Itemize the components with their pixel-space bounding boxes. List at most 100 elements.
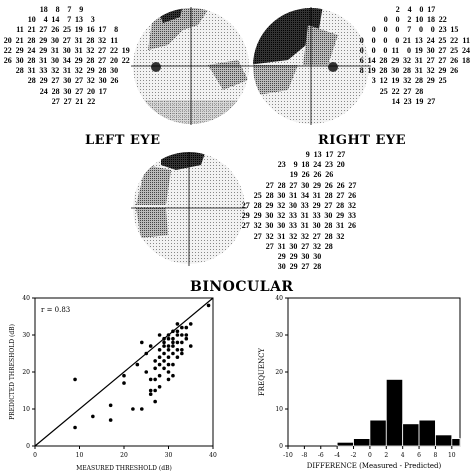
- threshold-value: 33: [288, 221, 297, 231]
- threshold-value: 29: [391, 55, 400, 65]
- threshold-value: 3: [90, 15, 95, 25]
- threshold-value: 29: [39, 35, 48, 45]
- threshold-value: 11: [391, 45, 400, 55]
- data-point: [162, 340, 166, 345]
- data-point: [162, 359, 166, 363]
- threshold-value: 32: [312, 241, 321, 251]
- grid-row: 0 0 0 0 21 13 24 25 22 11: [352, 36, 474, 46]
- threshold-value: 0: [406, 45, 411, 55]
- threshold-value: 29: [241, 211, 250, 221]
- threshold-value: 30: [265, 221, 274, 231]
- grid-row: 27 31 30 27 32 28: [238, 242, 356, 252]
- threshold-value: 0: [371, 25, 376, 35]
- threshold-value: 4: [43, 15, 48, 25]
- threshold-value: 27: [98, 45, 107, 55]
- grid-row: 0 0 0 7 0 0 23 15: [352, 25, 474, 35]
- threshold-value: 7: [407, 25, 412, 35]
- grid-row: 2 4 0 17: [352, 5, 474, 15]
- right-eye-label: RIGHT EYE: [318, 133, 407, 148]
- threshold-value: 28: [324, 241, 333, 251]
- data-point: [171, 329, 175, 334]
- threshold-value: 20: [336, 160, 345, 170]
- threshold-value: 33: [347, 211, 356, 221]
- y-tick-label: 40: [275, 295, 283, 302]
- threshold-value: 26: [325, 170, 334, 180]
- threshold-value: 0: [395, 15, 400, 25]
- threshold-value: 29: [289, 262, 298, 272]
- grid-row: 27 32 30 30 33 31 30 28 31 26: [238, 221, 356, 231]
- histogram-bar: [451, 438, 461, 447]
- threshold-value: 27: [301, 262, 310, 272]
- threshold-value: 28: [27, 76, 36, 86]
- x-tick-label: 40: [209, 452, 217, 459]
- data-point: [144, 351, 149, 356]
- threshold-value: 27: [312, 231, 321, 241]
- data-point: [162, 336, 166, 341]
- threshold-value: 30: [63, 76, 72, 86]
- grid-row: 27 28 27 30 29 26 26 27: [238, 180, 357, 191]
- data-point: [162, 366, 166, 371]
- right-eye-visual-field: [251, 7, 371, 125]
- threshold-value: 13: [313, 150, 322, 159]
- x-tick-label: 0: [368, 452, 372, 459]
- threshold-value: 18: [301, 160, 310, 170]
- threshold-value: 29: [253, 211, 262, 221]
- threshold-value: 30: [301, 251, 310, 261]
- threshold-value: 28: [324, 231, 333, 241]
- data-point: [184, 333, 189, 337]
- threshold-value: 22: [109, 45, 118, 55]
- binocular-visual-field: [131, 152, 247, 266]
- threshold-value: 28: [324, 190, 333, 200]
- threshold-value: 18: [39, 5, 48, 14]
- threshold-value: 11: [16, 25, 24, 35]
- threshold-value: 19: [367, 66, 376, 76]
- threshold-value: 29: [74, 55, 83, 65]
- data-point: [171, 340, 175, 345]
- data-point: [153, 399, 157, 404]
- threshold-value: 8: [359, 66, 364, 76]
- threshold-value: 19: [415, 96, 424, 106]
- threshold-value: 4: [407, 5, 412, 14]
- threshold-value: 21: [15, 35, 24, 45]
- threshold-value: 20: [86, 86, 95, 96]
- threshold-value: 30: [277, 190, 286, 200]
- grid-row: 29 29 30 32 33 31 33 30 29 33: [238, 211, 356, 221]
- threshold-value: 0: [383, 15, 388, 25]
- threshold-value: 13: [414, 35, 423, 45]
- threshold-value: 26: [301, 170, 310, 180]
- grid-row: 27 27 21 22: [0, 97, 130, 107]
- threshold-value: 28: [379, 66, 388, 76]
- threshold-value: 27: [241, 200, 250, 210]
- threshold-value: 30: [277, 221, 286, 231]
- threshold-value: 3: [371, 76, 376, 86]
- threshold-value: 27: [289, 180, 298, 190]
- threshold-value: 19: [289, 170, 298, 180]
- threshold-value: 29: [438, 66, 447, 76]
- threshold-value: 9: [79, 5, 84, 14]
- data-point: [166, 333, 171, 337]
- threshold-value: 31: [300, 211, 309, 221]
- threshold-value: 30: [301, 180, 310, 190]
- threshold-value: 31: [74, 45, 83, 55]
- data-point: [157, 348, 162, 352]
- data-point: [162, 351, 166, 356]
- data-point: [148, 392, 153, 396]
- right-eye-threshold-grid: 2 4 0 17 0 0 2 10 18 22 0 0 0 7 0 0 23 15 0 0 0 0 21 13 24 25 22 11…: [352, 5, 474, 107]
- threshold-value: 32: [277, 211, 286, 221]
- threshold-value: 30: [313, 251, 322, 261]
- threshold-value: 28: [324, 221, 333, 231]
- histogram-bar: [435, 434, 453, 447]
- threshold-value: 28: [277, 180, 286, 190]
- data-point: [153, 377, 157, 382]
- threshold-value: 31: [39, 55, 48, 65]
- threshold-value: 27: [324, 200, 333, 210]
- threshold-value: 27: [438, 45, 447, 55]
- threshold-value: 28: [415, 86, 424, 96]
- threshold-value: 29: [39, 45, 48, 55]
- histogram-bar: [336, 441, 354, 447]
- histogram-bar: [369, 419, 387, 447]
- histogram-chart: -10 -8 -6 -4 -2 0 2 4 6 8 10 0 10 20 30 40 DIFFERENCE (M…: [258, 295, 461, 470]
- data-point: [180, 340, 184, 345]
- threshold-value: 28: [402, 66, 411, 76]
- left-eye-threshold-grid: 18 8 7 9 10 4 14 7 13 3 11 21 27 26 25 19 16 17 8 20 21 28 29 3…: [0, 5, 130, 107]
